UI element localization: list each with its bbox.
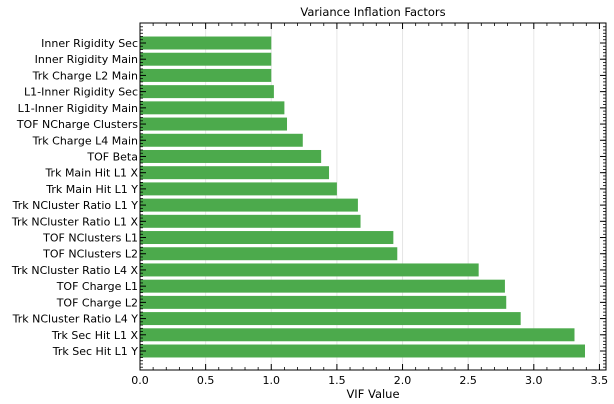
y-tick-label: Inner Rigidity Sec: [41, 37, 138, 50]
bar: [140, 198, 358, 212]
bar: [140, 117, 288, 131]
x-tick-label: 1.0: [263, 374, 281, 387]
chart-title: Variance Inflation Factors: [300, 5, 445, 19]
y-tick-label: Trk Sec Hit L1 Y: [52, 345, 139, 358]
bar: [140, 214, 361, 228]
x-axis-label: VIF Value: [346, 387, 399, 401]
y-tick-label: L1-Inner Rigidity Main: [18, 102, 138, 115]
plot-frame: [139, 22, 607, 371]
x-tick-label: 2.0: [394, 374, 412, 387]
y-tick-label: L1-Inner Rigidity Sec: [24, 86, 138, 99]
bars-group: [140, 36, 585, 358]
y-tick-label: Trk Charge L4 Main: [32, 134, 138, 147]
bar: [140, 328, 575, 342]
y-tick-label: Trk NCluster Ratio L1 X: [11, 215, 139, 228]
y-tick-label: Inner Rigidity Main: [35, 53, 138, 66]
bar: [140, 133, 303, 147]
y-tick-label: TOF NClusters L1: [42, 232, 138, 245]
bar: [140, 101, 285, 115]
y-tick-label: Trk Sec Hit L1 X: [51, 329, 139, 342]
bar: [140, 182, 337, 196]
y-tick-label: TOF NClusters L2: [42, 248, 138, 261]
y-tick-labels: Inner Rigidity Sec Inner Rigidity Main Trk…: [11, 37, 139, 358]
y-tick-label: TOF Charge L2: [56, 296, 138, 309]
bar: [140, 295, 507, 309]
x-tick-label: 0.5: [197, 374, 215, 387]
y-tick-label: Trk Charge L2 Main: [32, 69, 138, 82]
bar: [140, 231, 394, 245]
y-tick-label: Trk NCluster Ratio L4 X: [11, 264, 139, 277]
bar: [140, 263, 479, 277]
x-tick-label: 3.5: [591, 374, 609, 387]
x-tick-label: 1.5: [328, 374, 346, 387]
y-tick-label: Trk Main Hit L1 Y: [45, 183, 138, 196]
x-tick-label: 2.5: [459, 374, 477, 387]
bar: [140, 85, 274, 99]
x-ticks: 0.0 0.5 1.0 1.5 2.0 2.5 3.0 3.5: [131, 23, 608, 387]
y-tick-label: Trk NCluster Ratio L4 Y: [12, 313, 139, 326]
x-tick-label: 3.0: [525, 374, 543, 387]
bar: [140, 344, 585, 358]
y-tick-label: Trk NCluster Ratio L1 Y: [12, 199, 139, 212]
bar: [140, 279, 505, 293]
bar: [140, 166, 330, 180]
y-tick-label: TOF Charge L1: [56, 280, 138, 293]
y-tick-label: TOF Beta: [86, 150, 138, 163]
bar: [140, 52, 272, 66]
bar: [140, 68, 272, 82]
bar: [140, 36, 272, 50]
y-tick-label: Trk Main Hit L1 X: [44, 167, 138, 180]
bar: [140, 149, 322, 163]
y-tick-label: TOF NCharge Clusters: [16, 118, 138, 131]
bar: [140, 312, 521, 326]
x-tick-label: 0.0: [131, 374, 149, 387]
bar: [140, 247, 398, 261]
